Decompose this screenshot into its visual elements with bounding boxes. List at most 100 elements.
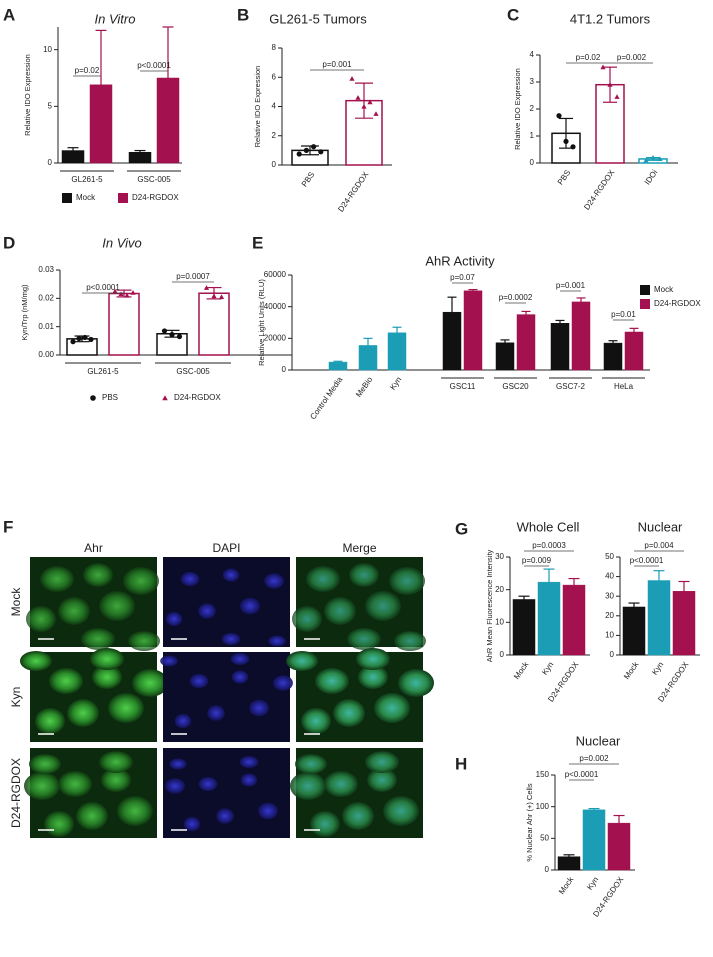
panel-letter: F: [3, 517, 13, 536]
x-tick-label: Mock: [557, 874, 576, 896]
data-point: [303, 147, 309, 153]
data-point: [76, 335, 82, 342]
y-tick-label: 60000: [264, 270, 287, 279]
y-tick-label: 0: [500, 650, 505, 659]
y-tick-label: 0: [282, 365, 287, 374]
legend-label: Mock: [76, 193, 96, 202]
cell: [394, 631, 426, 651]
cell: [324, 597, 356, 625]
cell: [365, 591, 401, 621]
y-axis-label: Relative Light Units (RLU): [257, 279, 266, 366]
annotation: p=0.07: [450, 273, 475, 282]
x-group-label: GSC-005: [137, 175, 171, 184]
y-tick-label: 3: [530, 77, 535, 86]
x-tick-label: Kyn: [650, 660, 665, 676]
nucleus: [207, 705, 225, 721]
x-tick-label: IDOi: [643, 168, 660, 186]
annotation: p=0.02: [75, 66, 100, 75]
cell: [58, 771, 92, 797]
y-tick-label: 5: [48, 101, 53, 110]
x-group-label: GSC-005: [176, 367, 210, 376]
data-point: [355, 95, 361, 100]
nucleus: [240, 597, 260, 615]
cell: [389, 567, 425, 595]
nucleus: [165, 611, 183, 627]
x-group-label: GL261-5: [87, 367, 119, 376]
cell: [26, 606, 56, 632]
y-tick-label: 4: [272, 102, 277, 111]
panel-letter: C: [507, 5, 519, 24]
x-tick-label: MeBio: [354, 375, 375, 399]
bar: [571, 301, 591, 371]
y-tick-label: 10: [605, 631, 614, 640]
data-point: [88, 336, 94, 343]
y-tick-label: 1: [530, 131, 535, 140]
data-point: [169, 332, 175, 338]
nucleus: [189, 673, 209, 689]
data-point: [176, 333, 183, 340]
annotation: p<0.0001: [86, 283, 120, 292]
cell: [24, 772, 60, 800]
y-tick-label: 150: [536, 770, 550, 779]
legend-marker: [90, 395, 96, 401]
cell: [358, 665, 388, 689]
x-tick-label: D24-RGDOX: [582, 168, 617, 212]
legend-label: Mock: [654, 285, 674, 294]
data-point: [563, 138, 569, 144]
x-tick-label: Mock: [512, 659, 531, 681]
chart-title: 4T1.2 Tumors: [570, 11, 651, 26]
data-point: [82, 334, 88, 341]
cell: [301, 708, 331, 734]
y-tick-label: 0.02: [38, 293, 54, 302]
data-point: [70, 339, 76, 345]
annotation: p=0.002: [617, 53, 647, 62]
cell: [333, 699, 365, 727]
data-point: [203, 285, 210, 290]
nucleus: [198, 603, 216, 619]
x-group-label: GSC20: [502, 382, 529, 391]
bar: [647, 580, 671, 656]
cell: [349, 563, 379, 587]
annotation: p=0.0003: [532, 541, 566, 550]
panel-letter: D: [3, 233, 15, 252]
chart-title: In Vivo: [102, 235, 142, 250]
cell: [132, 669, 168, 697]
legend-swatch: [640, 299, 650, 309]
y-tick-label: 30: [605, 591, 614, 600]
y-tick-label: 0: [610, 650, 615, 659]
row-label: D24-RGDOX: [9, 758, 23, 828]
nucleus: [221, 632, 241, 646]
panel-letter: H: [455, 754, 467, 773]
panel-letter: B: [237, 5, 249, 24]
y-axis-label: Relative IDO Expression: [253, 66, 262, 148]
nucleus: [160, 655, 178, 667]
annotation: p=0.0007: [176, 272, 210, 281]
cell: [398, 669, 434, 697]
data-point: [211, 293, 217, 299]
cell: [90, 648, 124, 670]
data-point: [361, 103, 367, 109]
bar: [624, 331, 644, 371]
y-axis-label: % Nuclear Ahr (+) Cells: [525, 783, 534, 861]
cell: [58, 597, 90, 625]
x-tick-label: Mock: [622, 659, 641, 681]
x-group-label: GSC7-2: [556, 382, 585, 391]
x-tick-label: Kyn: [388, 375, 403, 391]
y-tick-label: 20000: [264, 333, 287, 342]
x-tick-label: D24-RGDOX: [336, 170, 371, 214]
nucleus: [169, 758, 187, 770]
cell: [99, 591, 135, 621]
cell: [101, 768, 131, 792]
y-tick-label: 0: [48, 158, 53, 167]
data-point: [600, 64, 606, 70]
data-point: [556, 113, 562, 119]
chart-title: Nuclear: [638, 519, 683, 534]
nucleus: [183, 816, 201, 832]
micrograph: [163, 652, 290, 742]
y-tick-label: 20: [605, 611, 614, 620]
data-point: [349, 76, 355, 81]
data-point: [296, 151, 302, 157]
bar: [516, 314, 536, 371]
y-tick-label: 0: [530, 158, 535, 167]
